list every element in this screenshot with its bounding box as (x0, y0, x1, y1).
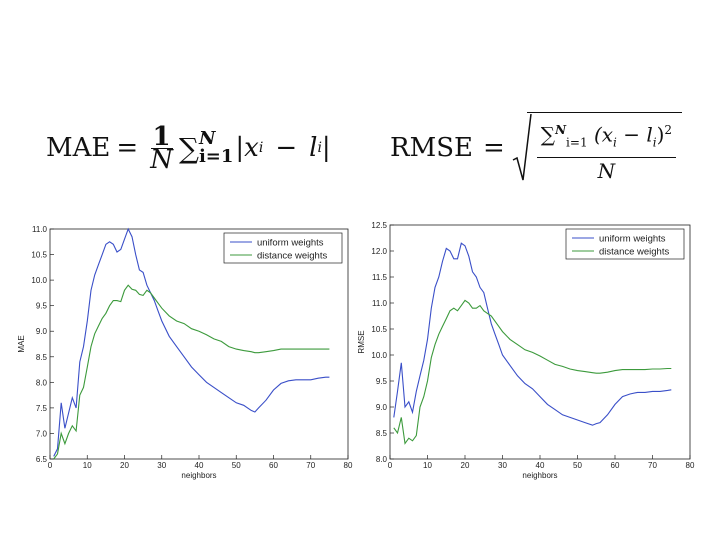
mae-ytick-label: 10.5 (31, 251, 47, 260)
mae-xtick-label: 80 (344, 461, 353, 470)
mae-abs-close: | (321, 133, 331, 163)
mae-ytick-label: 10.0 (31, 276, 47, 285)
mae-legend-label: uniform weights (257, 238, 324, 249)
mae-ytick-label: 6.5 (36, 455, 48, 464)
mae-plot-area (49, 228, 349, 460)
mae-equals: = (116, 133, 139, 163)
mae-ytick-label: 8.5 (36, 353, 48, 362)
mae-ytick-label: 7.0 (36, 429, 48, 438)
rmse-ytick-label: 9.0 (376, 403, 388, 412)
rmse-sum-upper: N (555, 122, 567, 137)
rmse-legend-label: distance weights (599, 247, 669, 258)
mae-sum-limits: N i=1 (199, 130, 233, 166)
rmse-ytick-label: 11.0 (372, 299, 388, 308)
rmse-chart: 0 10 20 30 40 50 60 70 80 8.0 8.5 9.0 9.5 10.0 10.5 11.… (357, 221, 695, 480)
rmse-xtick-label: 40 (536, 461, 545, 470)
rmse-ytick-label: 11.5 (372, 273, 388, 282)
rmse-plot-area (389, 224, 691, 460)
rmse-numerator: ∑Ni=1 (xi − li)2 (536, 117, 677, 159)
rmse-close: ) (656, 122, 665, 147)
rmse-ylabel: RMSE (357, 330, 366, 353)
rmse-series-line-distance (393, 299, 672, 445)
mae-fraction-numerator: 1 (150, 121, 173, 152)
mae-legend-label: distance weights (257, 251, 327, 262)
mae-sum-symbol: ∑ (178, 131, 199, 165)
mae-xtick-label: 10 (83, 461, 92, 470)
sqrt-sign-icon (512, 113, 532, 180)
mae-ytick-label: 9.0 (36, 327, 48, 336)
mae-chart: 0 10 20 30 40 50 60 70 80 6.5 7.0 7.5 8.0 8.5 9.0 9.5 10… (17, 225, 353, 480)
rmse-xtick-label: 80 (686, 461, 695, 470)
mae-sum-lower: i=1 (198, 146, 234, 167)
rmse-sqrt: ∑Ni=1 (xi − li)2 N (511, 111, 683, 185)
rmse-body: (x (593, 122, 614, 147)
rmse-ytick-label: 9.5 (376, 377, 388, 386)
mae-fraction: 1 N (150, 121, 173, 175)
mae-xtick-label: 70 (306, 461, 315, 470)
mae-label: MAE (46, 133, 111, 163)
rmse-legend-label: uniform weights (599, 234, 666, 245)
rmse-xtick-label: 60 (611, 461, 620, 470)
rmse-ytick-label: 8.0 (376, 455, 388, 464)
mae-xtick-label: 50 (232, 461, 241, 470)
mae-l: l (309, 133, 318, 163)
mae-legend (223, 232, 343, 264)
mae-ytick-label: 11.0 (32, 225, 48, 234)
rmse-minus-l: − l (616, 122, 653, 147)
mae-xtick-label: 0 (48, 461, 53, 470)
mae-xtick-label: 40 (195, 461, 204, 470)
rmse-ytick-label: 10.5 (371, 325, 387, 334)
rmse-fraction: ∑Ni=1 (xi − li)2 N (526, 111, 683, 185)
mae-xtick-label: 20 (120, 461, 129, 470)
rmse-ytick-label: 12.0 (371, 247, 387, 256)
mae-xtick-label: 30 (157, 461, 166, 470)
mae-ytick-label: 9.5 (36, 302, 48, 311)
mae-ytick-label: 7.5 (36, 404, 48, 413)
mae-xlabel: neighbors (181, 471, 216, 480)
rmse-ytick-label: 12.5 (371, 221, 387, 230)
mae-xtick-label: 60 (269, 461, 278, 470)
rmse-x-sub: i (613, 135, 617, 150)
mae-series-line-uniform (53, 227, 330, 457)
rmse-label: RMSE (390, 133, 473, 163)
mae-minus: − (275, 133, 298, 163)
rmse-l-sub: i (652, 135, 657, 150)
rmse-sum-lower: i=1 (566, 135, 588, 150)
rmse-series-line-uniform (393, 242, 672, 426)
rmse-power: 2 (664, 122, 673, 137)
rmse-xtick-label: 20 (461, 461, 470, 470)
rmse-ytick-label: 8.5 (376, 429, 388, 438)
rmse-equals: = (483, 133, 505, 163)
rmse-sum-symbol: ∑ (540, 122, 556, 147)
rmse-legend (565, 228, 685, 260)
rmse-xlabel: neighbors (522, 471, 557, 480)
rmse-xtick-label: 0 (388, 461, 393, 470)
mae-l-sub: i (317, 140, 322, 156)
mae-ylabel: MAE (17, 335, 26, 352)
rmse-xtick-label: 50 (573, 461, 582, 470)
mae-fraction-denominator: N (150, 144, 173, 175)
rmse-formula: RMSE = ∑Ni=1 (xi − li)2 N (390, 108, 683, 188)
rmse-xtick-label: 70 (648, 461, 657, 470)
mae-ytick-label: 8.0 (36, 378, 48, 387)
mae-x-sub: i (258, 140, 264, 156)
mae-series-line-distance (53, 284, 330, 460)
rmse-xtick-label: 10 (423, 461, 432, 470)
mae-abs-open: | (235, 133, 245, 163)
mae-sum-upper: N (198, 128, 216, 149)
rmse-xtick-label: 30 (498, 461, 507, 470)
mae-x: x (244, 133, 259, 163)
rmse-denominator: N (597, 159, 616, 184)
rmse-ytick-label: 10.0 (371, 351, 387, 360)
